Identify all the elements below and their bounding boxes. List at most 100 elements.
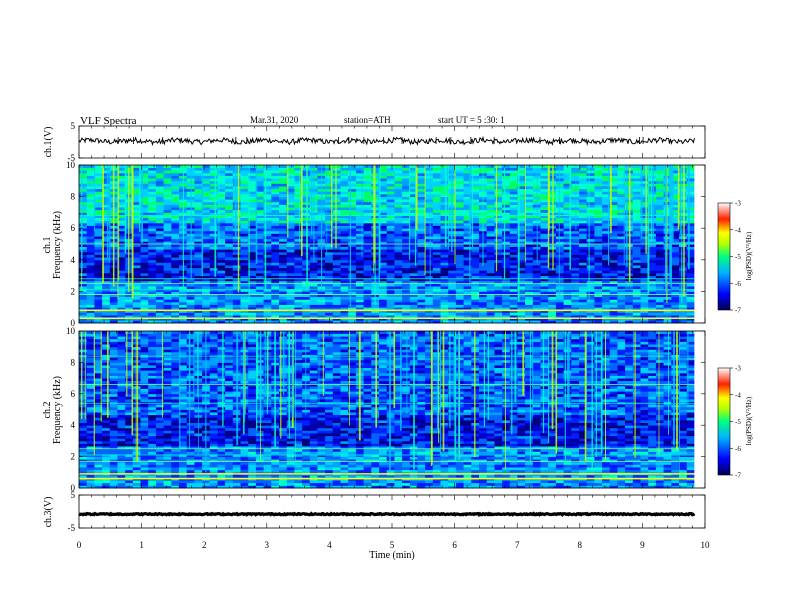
spectrogram-cell <box>232 225 241 229</box>
spectrogram-cell <box>525 249 534 253</box>
spectrogram-cell <box>579 204 588 208</box>
spectrogram-cell <box>179 299 188 303</box>
spectrogram-cell <box>540 225 549 229</box>
spectrogram-cell <box>455 201 464 205</box>
spectrogram-cell <box>225 201 234 205</box>
spectrogram-cell <box>579 188 588 192</box>
spectrogram-cell <box>648 249 657 253</box>
spectrogram-cell <box>302 225 311 229</box>
spectrogram-cell <box>402 170 411 174</box>
spectrogram-cell <box>409 291 418 295</box>
spectrogram-cell <box>640 320 649 324</box>
spectrogram-cell <box>494 228 503 232</box>
spectrogram-cell <box>348 175 357 179</box>
spectrogram-cell <box>455 307 464 311</box>
spectrogram-cell <box>463 299 472 303</box>
spectrogram-cell <box>286 175 295 179</box>
spectrogram-cell <box>217 278 226 282</box>
spectrogram-cell <box>286 191 295 195</box>
spectrogram-cell <box>455 249 464 253</box>
spectrogram-cell <box>563 267 572 271</box>
spectrogram-cell <box>294 196 303 200</box>
spectrogram-cell <box>394 267 403 271</box>
spectrogram-cell <box>486 315 495 319</box>
spectrogram-cell <box>255 175 264 179</box>
spectrogram-cell <box>648 304 657 308</box>
spectrogram-cell <box>586 238 595 242</box>
spectrogram-cell <box>555 312 564 316</box>
spectrogram-cell <box>655 296 664 300</box>
spectrogram-cell <box>494 178 503 182</box>
spectrogram-cell <box>409 307 418 311</box>
spectrogram-cell <box>202 230 211 234</box>
spectrogram-cell <box>325 267 334 271</box>
spectrogram-cell <box>517 291 526 295</box>
spectrogram-cell <box>117 209 126 213</box>
spectrogram-cell <box>325 196 334 200</box>
spectrogram-cell <box>640 215 649 218</box>
spectrogram-cell <box>440 201 449 205</box>
spectrogram-cell <box>386 299 395 303</box>
spectrogram-cell <box>155 178 164 182</box>
spectrogram-cell <box>594 265 603 269</box>
spectrogram-cell <box>209 228 218 232</box>
spectrogram-cell <box>317 296 326 300</box>
spectrogram-cell <box>79 317 88 321</box>
spectrogram-cell <box>309 262 318 266</box>
spectrogram-cell <box>125 301 134 305</box>
spectrogram-cell <box>655 212 664 216</box>
spectrogram-cell <box>79 320 88 324</box>
spectrogram-cell <box>209 230 218 234</box>
spectrogram-cell <box>279 220 288 224</box>
spectrogram-cell <box>271 267 280 271</box>
spectrogram-cell <box>517 315 526 319</box>
spectrogram-cell <box>394 254 403 258</box>
spectrogram-cell <box>502 257 511 261</box>
spectrogram-cell <box>548 299 557 303</box>
spectrogram-cell <box>432 207 441 211</box>
spectrogram-cell <box>325 265 334 269</box>
spectrogram-cell <box>532 312 541 316</box>
spectrogram-cell <box>279 230 288 234</box>
spectrogram-cell <box>194 267 203 271</box>
spectrogram-cell <box>417 191 426 195</box>
spectrogram-cell <box>432 165 441 168</box>
spectrogram-cell <box>640 201 649 205</box>
spectrogram-cell <box>355 207 364 211</box>
spectrogram-cell <box>455 267 464 271</box>
spectrogram-cell <box>202 204 211 208</box>
spectrogram-cell <box>648 299 657 303</box>
spectrogram-cell <box>171 194 180 197</box>
spectrogram-cell <box>279 238 288 242</box>
spectrogram-cell <box>517 312 526 316</box>
spectrogram-cell <box>471 188 480 192</box>
spectrogram-cell <box>363 238 372 242</box>
spectrogram-cell <box>348 180 357 184</box>
spectrogram-cell <box>117 207 126 211</box>
spectrogram-cell <box>79 283 88 287</box>
spectrogram-cell <box>286 304 295 308</box>
spectrogram-cell <box>225 262 234 266</box>
spectrogram-cell <box>686 220 695 224</box>
spectrogram-cell <box>494 170 503 174</box>
spectrogram-cell <box>432 320 441 324</box>
spectrogram-cell <box>425 201 434 205</box>
spectrogram-cell <box>186 315 195 319</box>
spectrogram-cell <box>686 275 695 279</box>
spectrogram-cell <box>94 201 103 205</box>
spectrogram-cell <box>663 217 672 221</box>
spectrogram-cell <box>509 180 518 184</box>
spectrogram-cell <box>148 196 157 200</box>
spectrogram-cell <box>94 241 103 245</box>
spectrogram-cell <box>94 228 103 232</box>
spectrogram-cell <box>455 170 464 174</box>
spectrogram-cell <box>425 286 434 290</box>
spectrogram-cell <box>409 172 418 176</box>
spectrogram-cell <box>248 209 257 213</box>
spectrogram-cell <box>217 209 226 213</box>
spectrogram-cell <box>463 167 472 171</box>
spectrogram-cell <box>563 222 572 226</box>
spectrogram-cell <box>571 275 580 279</box>
spectrogram-cell <box>525 220 534 224</box>
spectrogram-cell <box>132 194 141 197</box>
